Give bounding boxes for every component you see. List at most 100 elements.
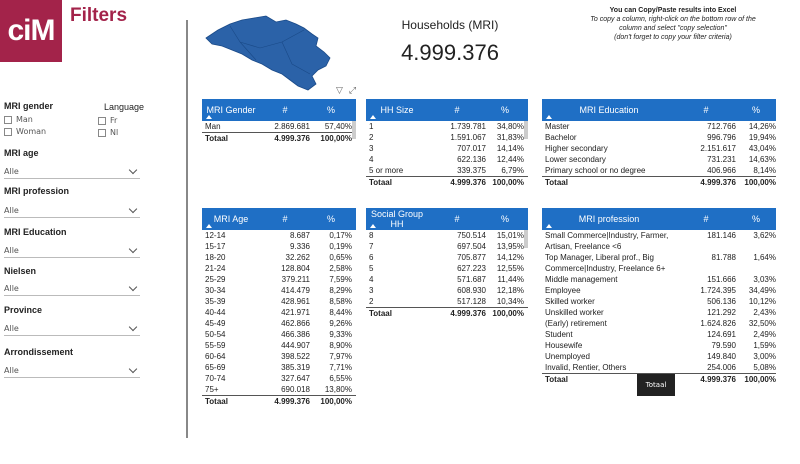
table-row[interactable]: Primary school or no degree 406.966 8,14% (545, 166, 776, 175)
table-row[interactable]: 8 750.514 15,01% (369, 231, 524, 240)
sort-icon[interactable] (206, 115, 212, 119)
sort-icon[interactable] (206, 224, 212, 228)
table-row[interactable]: 40-44 421.971 8,44% (205, 308, 352, 317)
total-row[interactable]: Totaal 4.999.376 100,00% (202, 395, 356, 407)
table-row[interactable]: 12-14 8.687 0,17% (205, 231, 352, 240)
scrollbar[interactable] (524, 230, 528, 248)
age-dropdown[interactable]: Alle (4, 165, 140, 179)
language-option-fr[interactable]: Fr (98, 116, 117, 125)
table-row[interactable]: 50-54 466.386 9,33% (205, 330, 352, 339)
province-filter-label: Province (4, 305, 43, 315)
table-row[interactable]: 65-69 385.319 7,71% (205, 363, 352, 372)
profession-dropdown[interactable]: Alle (4, 204, 140, 218)
table-row[interactable]: 3 608.930 12,18% (369, 286, 524, 295)
table-row[interactable]: Man 2.869.681 57,40% (205, 122, 352, 131)
checkbox[interactable] (98, 116, 106, 125)
table-row[interactable]: Small Commerce|Industry, Farmer, Artisan… (545, 231, 776, 251)
chevron-down-icon (128, 244, 138, 254)
total-row[interactable]: Totaal 4.999.376 100,00% (202, 132, 356, 144)
table-row[interactable]: Skilled worker 506.136 10,12% (545, 297, 776, 306)
sort-icon[interactable] (370, 115, 376, 119)
table-header[interactable]: Social Group HH #% (366, 208, 528, 230)
table-row[interactable]: 4 571.687 11,44% (369, 275, 524, 284)
total-row[interactable]: Totaal 4.999.376 100,00% (542, 373, 776, 385)
table-row[interactable]: 70-74 327.647 6,55% (205, 374, 352, 383)
table-row[interactable]: 4 622.136 12,44% (369, 155, 524, 164)
table-mri-gender[interactable]: MRI Gender #% Man 2.869.681 57,40% Totaal 4.99… (202, 99, 356, 144)
filters-title: Filters (70, 5, 128, 26)
table-row[interactable]: 75+ 690.018 13,80% (205, 385, 352, 394)
table-row[interactable]: 45-49 462.866 9,26% (205, 319, 352, 328)
table-row[interactable]: 25-29 379.211 7,59% (205, 275, 352, 284)
chevron-down-icon (128, 204, 138, 214)
table-row[interactable]: Invalid, Rentier, Others 254.006 5,08% (545, 363, 776, 372)
scrollbar[interactable] (524, 121, 528, 139)
table-header[interactable]: MRI Age #% (202, 208, 356, 230)
sort-icon[interactable] (546, 115, 552, 119)
table-mri-age[interactable]: MRI Age #% 12-14 8.687 0,17% 15-17 9.336 0,19% 1… (202, 208, 356, 407)
gender-option-woman[interactable]: Woman (4, 127, 46, 136)
total-row[interactable]: Totaal 4.999.376 100,00% (366, 176, 528, 188)
table-row[interactable]: Higher secondary 2.151.617 43,04% (545, 144, 776, 153)
kpi-value: 4.999.376 (401, 40, 499, 65)
table-row[interactable]: Unemployed 149.840 3,00% (545, 352, 776, 361)
belgium-map[interactable] (200, 12, 350, 92)
province-dropdown[interactable]: Alle (4, 322, 140, 336)
table-header[interactable]: MRI profession #% (542, 208, 776, 230)
expand-icon[interactable]: ⤢ (348, 86, 357, 96)
kpi-title: Households (MRI) (401, 18, 499, 32)
table-header[interactable]: HH Size #% (366, 99, 528, 121)
table-mri-education[interactable]: MRI Education #% Master 712.766 14,26% Bachel… (542, 99, 776, 188)
table-row[interactable]: 60-64 398.522 7,97% (205, 352, 352, 361)
table-row[interactable]: Bachelor 996.796 19,94% (545, 133, 776, 142)
table-row[interactable]: 55-59 444.907 8,90% (205, 341, 352, 350)
checkbox[interactable] (4, 127, 12, 136)
table-row[interactable]: 30-34 414.479 8,29% (205, 286, 352, 295)
table-row[interactable]: Employee 1.724.395 34,49% (545, 286, 776, 295)
sort-icon[interactable] (370, 224, 376, 228)
table-mri-profession[interactable]: MRI profession #% Small Commerce|Industry,… (542, 208, 776, 385)
nielsen-dropdown[interactable]: Alle (4, 282, 140, 296)
table-row[interactable]: 5 627.223 12,55% (369, 264, 524, 273)
total-row[interactable]: Totaal 4.999.376 100,00% (542, 176, 776, 188)
table-row[interactable]: 15-17 9.336 0,19% (205, 242, 352, 251)
visual-icons: ▽ ⤢ (336, 86, 356, 96)
chevron-down-icon (128, 322, 138, 332)
table-row[interactable]: 2 1.591.067 31,83% (369, 133, 524, 142)
filter-icon[interactable]: ▽ (336, 86, 343, 96)
sort-icon[interactable] (546, 224, 552, 228)
table-row[interactable]: Student 124.691 2,49% (545, 330, 776, 339)
table-row[interactable]: 2 517.128 10,34% (369, 297, 524, 306)
checkbox[interactable] (98, 128, 106, 137)
chevron-down-icon (128, 282, 138, 292)
checkbox[interactable] (4, 115, 12, 124)
total-row[interactable]: Totaal 4.999.376 100,00% (366, 307, 528, 319)
scrollbar[interactable] (352, 121, 356, 139)
table-row[interactable]: (Early) retirement 1.624.826 32,50% (545, 319, 776, 328)
table-row[interactable]: Lower secondary 731.231 14,63% (545, 155, 776, 164)
arrondissement-dropdown[interactable]: Alle (4, 364, 140, 378)
table-row[interactable]: 1 1.739.781 34,80% (369, 122, 524, 131)
table-row[interactable]: Top Manager, Liberal prof., Big Commerce… (545, 253, 776, 273)
table-header[interactable]: MRI Education #% (542, 99, 776, 121)
table-row[interactable]: 35-39 428.961 8,58% (205, 297, 352, 306)
table-header[interactable]: MRI Gender #% (202, 99, 356, 121)
table-row[interactable]: 3 707.017 14,14% (369, 144, 524, 153)
table-row[interactable]: 5 or more 339.375 6,79% (369, 166, 524, 175)
table-social-group[interactable]: Social Group HH #% 8 750.514 15,01% 7 697.504 1… (366, 208, 528, 319)
table-row[interactable]: Master 712.766 14,26% (545, 122, 776, 131)
divider (186, 20, 188, 438)
education-dropdown[interactable]: Alle (4, 244, 140, 258)
table-row[interactable]: Housewife 79.590 1,59% (545, 341, 776, 350)
education-filter-label: MRI Education (4, 227, 67, 237)
table-row[interactable]: 21-24 128.804 2,58% (205, 264, 352, 273)
tooltip: Totaal (637, 374, 675, 396)
table-row[interactable]: 7 697.504 13,95% (369, 242, 524, 251)
table-hh-size[interactable]: HH Size #% 1 1.739.781 34,80% 2 1.591.067 31,83… (366, 99, 528, 188)
table-row[interactable]: 18-20 32.262 0,65% (205, 253, 352, 262)
language-option-nl[interactable]: Nl (98, 128, 118, 137)
table-row[interactable]: Unskilled worker 121.292 2,43% (545, 308, 776, 317)
table-row[interactable]: 6 705.877 14,12% (369, 253, 524, 262)
table-row[interactable]: Middle management 151.666 3,03% (545, 275, 776, 284)
gender-option-man[interactable]: Man (4, 115, 33, 124)
